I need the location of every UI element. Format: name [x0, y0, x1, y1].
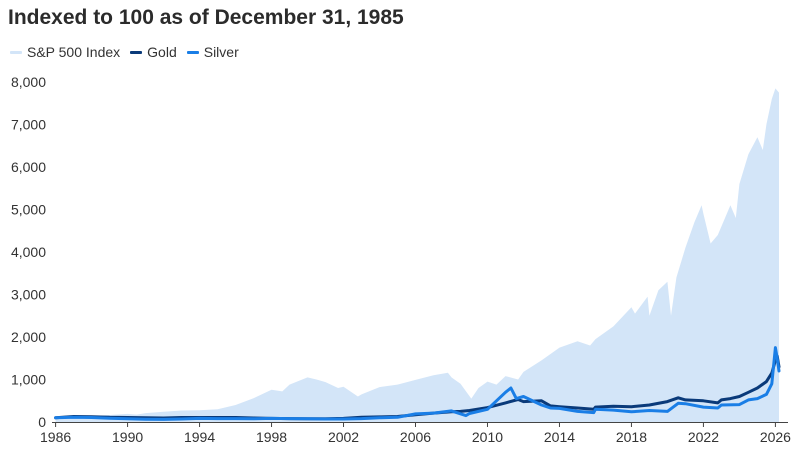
area-layer — [55, 88, 780, 423]
x-tick-label: 1994 — [184, 429, 215, 445]
legend-label-sp500: S&P 500 Index — [27, 44, 121, 60]
x-axis-ticks: 1986 1990 1994 1998 2002 2006 2010 2014 2018 2022… — [40, 422, 791, 445]
series-line-silver — [54, 346, 781, 421]
x-tick-label: 2022 — [688, 429, 719, 445]
legend-swatch-gold — [130, 50, 143, 54]
legend-item-gold: Gold — [130, 44, 177, 60]
x-tick-label: 2002 — [328, 429, 359, 445]
y-tick-label: 8,000 — [11, 74, 46, 90]
x-tick-label: 2010 — [472, 429, 503, 445]
x-tick-label: 2006 — [400, 429, 431, 445]
x-tick-label: 1986 — [40, 429, 71, 445]
y-tick-label: 2,000 — [11, 329, 46, 345]
x-tick-label: 1998 — [256, 429, 287, 445]
y-tick-label: 3,000 — [11, 287, 46, 303]
y-tick-label: 6,000 — [11, 159, 46, 175]
x-tick-label: 1990 — [112, 429, 143, 445]
line-layer — [54, 346, 781, 421]
y-tick-label: 1,000 — [11, 372, 46, 388]
x-tick-label: 2018 — [616, 429, 647, 445]
series-area-s-p-500-index — [55, 88, 780, 423]
legend-swatch-sp500 — [10, 50, 22, 54]
x-tick-label: 2014 — [544, 429, 575, 445]
legend-item-sp500: S&P 500 Index — [10, 44, 120, 60]
legend-label-gold: Gold — [147, 44, 177, 60]
y-tick-label: 7,000 — [11, 117, 46, 133]
legend-label-silver: Silver — [203, 44, 239, 60]
x-tick-label: 2026 — [760, 429, 791, 445]
legend-item-silver: Silver — [186, 44, 239, 60]
y-tick-label: 4,000 — [11, 244, 46, 260]
y-axis-ticks: 0 1,000 2,000 3,000 4,000 5,000 6,000 7,000 8,00… — [11, 74, 46, 430]
legend-swatch-silver — [186, 50, 199, 54]
y-tick-label: 0 — [38, 414, 46, 430]
y-tick-label: 5,000 — [11, 202, 46, 218]
chart-legend: S&P 500 Index Gold Silver — [10, 44, 239, 60]
chart-title: Indexed to 100 as of December 31, 1985 — [8, 6, 404, 29]
